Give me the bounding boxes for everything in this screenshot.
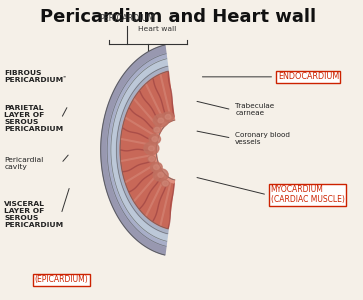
Circle shape (158, 172, 163, 177)
Circle shape (154, 128, 160, 132)
Polygon shape (107, 54, 167, 246)
Polygon shape (154, 117, 175, 183)
Circle shape (153, 114, 168, 127)
Text: (EPICARDIUM): (EPICARDIUM) (34, 275, 88, 284)
Circle shape (163, 181, 168, 186)
Polygon shape (111, 59, 168, 241)
Text: PERICARDIUM: PERICARDIUM (99, 14, 155, 23)
Circle shape (151, 162, 162, 172)
Text: PARIETAL
LAYER OF
SEROUS
PERICARDIUM: PARIETAL LAYER OF SEROUS PERICARDIUM (4, 105, 64, 132)
Text: Pericardium and Heart wall: Pericardium and Heart wall (40, 8, 317, 26)
Circle shape (153, 169, 168, 181)
Circle shape (154, 165, 159, 170)
Circle shape (153, 127, 161, 133)
Circle shape (144, 142, 159, 155)
Circle shape (148, 146, 154, 151)
Polygon shape (101, 45, 166, 255)
Polygon shape (117, 66, 168, 234)
Text: VISCERAL
LAYER OF
SEROUS
PERICARDIUM: VISCERAL LAYER OF SEROUS PERICARDIUM (4, 201, 64, 228)
Text: Pericardial
cavity: Pericardial cavity (4, 157, 44, 170)
Text: MYOCARDIUM
(CARDIAC MUSCLE): MYOCARDIUM (CARDIAC MUSCLE) (271, 185, 344, 205)
Circle shape (148, 156, 155, 162)
Polygon shape (120, 71, 175, 229)
Text: Heart wall: Heart wall (138, 26, 176, 32)
Circle shape (165, 114, 171, 119)
Circle shape (162, 180, 169, 187)
Text: Trabeculae
carneae: Trabeculae carneae (235, 103, 274, 116)
Text: ENDOCARDIUM: ENDOCARDIUM (278, 72, 339, 81)
Circle shape (149, 134, 160, 144)
Circle shape (158, 118, 164, 123)
Circle shape (162, 112, 174, 122)
Text: FIBROUS
PERICARDIUM: FIBROUS PERICARDIUM (4, 70, 64, 83)
Circle shape (152, 137, 158, 142)
Circle shape (149, 157, 155, 161)
Text: Coronary blood
vessels: Coronary blood vessels (235, 132, 290, 145)
